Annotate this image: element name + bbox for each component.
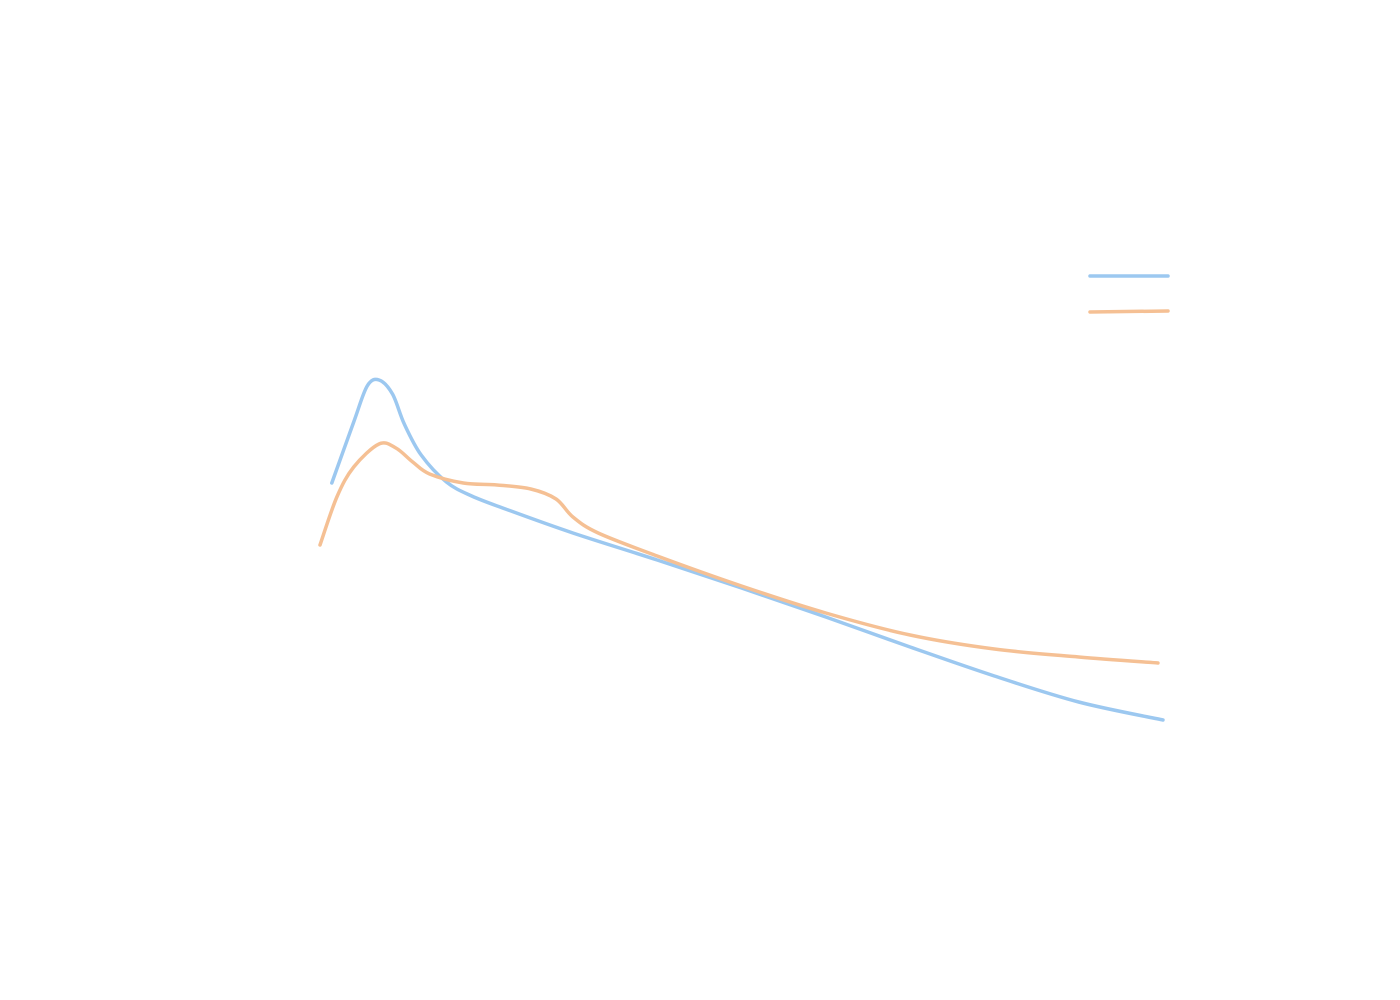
legend-swatch-series-2 [1088,309,1170,314]
legend [1088,274,1170,314]
series-line-2 [318,441,1160,665]
series-line-1 [330,377,1165,722]
series-layer [318,377,1165,722]
